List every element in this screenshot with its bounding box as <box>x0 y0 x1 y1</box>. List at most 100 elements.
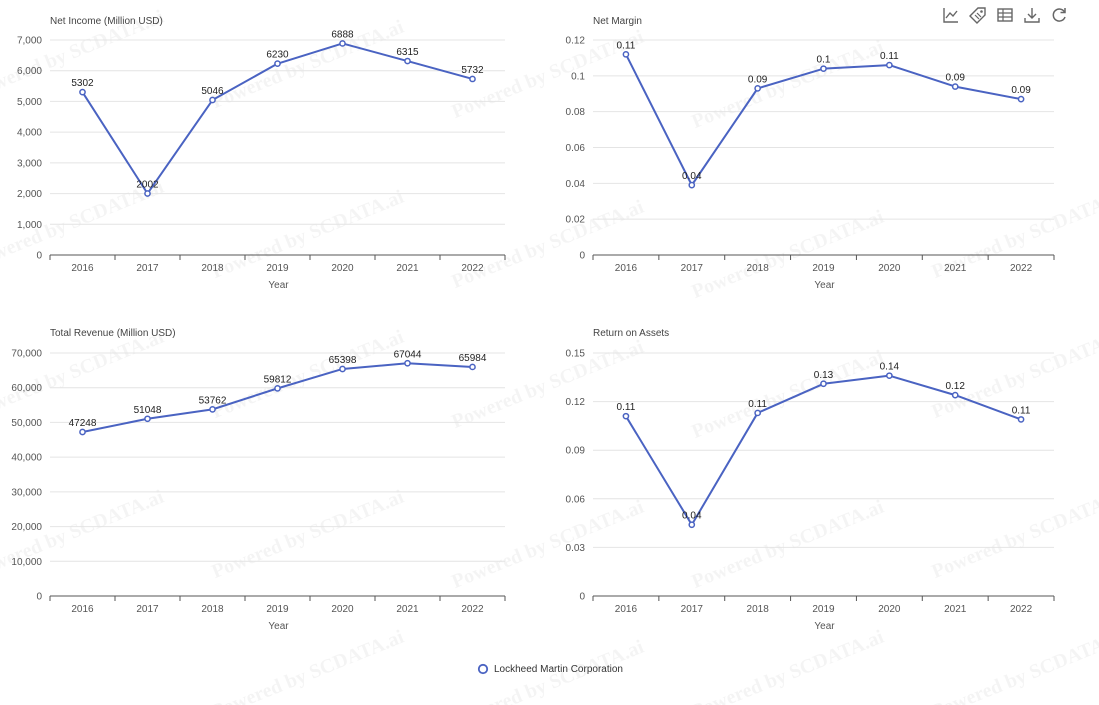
watermark-text: Powered by SCDATA.ai <box>689 36 888 133</box>
y-tick-label: 4,000 <box>17 128 42 139</box>
data-point[interactable] <box>274 60 281 68</box>
data-label: 0.11 <box>880 51 899 62</box>
watermark-text: Powered by SCDATA.ai <box>689 346 888 443</box>
y-tick-label: 5,000 <box>17 97 42 108</box>
x-tick-label: 2021 <box>396 263 419 274</box>
line-chart-icon[interactable] <box>941 5 961 25</box>
chart-panel-2: Net Margin 0 0.02 0.04 0.06 0.08 0.1 0.12 2016 20… <box>566 16 1055 291</box>
x-tick-label: 2017 <box>681 263 704 274</box>
data-point[interactable] <box>622 412 630 420</box>
x-tick-label: 2020 <box>878 604 901 615</box>
data-point[interactable] <box>339 40 346 47</box>
watermark-text: Powered by SCDATA.ai <box>689 206 888 303</box>
y-tick-label: 6,000 <box>17 66 42 77</box>
x-tick-label: 2017 <box>136 604 159 615</box>
y-tick-label: 10,000 <box>11 557 42 568</box>
x-tick-label: 2018 <box>201 263 224 274</box>
data-point[interactable] <box>886 61 893 69</box>
x-tick-label: 2019 <box>812 263 835 274</box>
x-tick-label: 2020 <box>331 263 354 274</box>
refresh-icon[interactable] <box>1049 5 1069 25</box>
x-tick-label: 2022 <box>1010 604 1033 615</box>
x-tick-label: 2018 <box>201 604 224 615</box>
data-point[interactable] <box>886 372 893 380</box>
chart-title: Return on Assets <box>593 328 669 339</box>
data-label: 53762 <box>199 395 227 406</box>
y-tick-label: 0.09 <box>566 446 586 457</box>
y-tick-label: 7,000 <box>17 36 42 47</box>
x-tick-label: 2019 <box>266 604 289 615</box>
data-point[interactable] <box>404 57 411 65</box>
watermark-text: Powered by SCDATA.ai <box>209 626 408 705</box>
data-point[interactable] <box>79 88 86 96</box>
data-point[interactable] <box>688 521 696 529</box>
y-tick-label: 0.03 <box>566 543 586 554</box>
legend-marker <box>477 663 489 675</box>
watermark-text: Powered by SCDATA.ai <box>929 486 1099 583</box>
y-tick-label: 50,000 <box>11 418 42 429</box>
x-tick-label: 2016 <box>71 263 94 274</box>
data-point[interactable] <box>404 359 411 367</box>
x-tick-label: 2021 <box>396 604 419 615</box>
x-tick-label: 2022 <box>461 604 484 615</box>
chart-panel-4: Return on Assets 0 0.03 0.06 0.09 0.12 0.15 201… <box>566 328 1055 632</box>
y-tick-label: 0.1 <box>571 71 585 82</box>
data-point[interactable] <box>820 65 827 73</box>
data-point[interactable] <box>469 363 476 371</box>
x-tick-label: 2022 <box>1010 263 1033 274</box>
data-point[interactable] <box>209 96 216 104</box>
watermark-text: Powered by SCDATA.ai <box>929 626 1099 705</box>
x-tick-label: 2018 <box>747 263 770 274</box>
data-point[interactable] <box>144 190 151 197</box>
data-point[interactable] <box>1017 95 1025 103</box>
data-point[interactable] <box>622 50 630 58</box>
data-point[interactable] <box>339 365 346 373</box>
data-label: 0.09 <box>1011 85 1031 96</box>
data-point[interactable] <box>820 380 827 388</box>
watermark-text: Powered by SCDATA.ai <box>209 186 408 283</box>
x-tick-label: 2017 <box>681 604 704 615</box>
data-label: 65984 <box>459 353 487 364</box>
x-tick-label: 2017 <box>136 263 159 274</box>
x-tick-label: 2016 <box>71 604 94 615</box>
data-point[interactable] <box>754 409 761 417</box>
download-icon[interactable] <box>1022 5 1042 25</box>
data-point[interactable] <box>79 428 86 436</box>
data-point[interactable] <box>754 85 761 92</box>
y-tick-label: 0.15 <box>566 349 586 360</box>
data-label: 0.13 <box>814 370 834 381</box>
legend-item[interactable]: Lockheed Martin Corporation <box>477 663 623 675</box>
y-tick-label: 0 <box>36 251 42 262</box>
tag-icon[interactable] <box>968 5 988 25</box>
x-tick-label: 2016 <box>615 263 638 274</box>
y-tick-label: 0 <box>36 592 42 603</box>
data-point[interactable] <box>469 75 476 83</box>
x-axis-title: Year <box>814 621 835 632</box>
data-point[interactable] <box>951 391 959 399</box>
y-tick-label: 0.08 <box>566 107 586 118</box>
data-label: 5046 <box>201 86 224 97</box>
data-label: 0.1 <box>817 55 831 66</box>
data-label: 0.14 <box>880 362 900 373</box>
chart-panel-1: Net Income (Million USD) 0 1,000 2,000 3,000… <box>17 16 506 291</box>
data-point[interactable] <box>1017 416 1025 423</box>
y-tick-label: 30,000 <box>11 487 42 498</box>
y-tick-label: 0 <box>579 592 585 603</box>
data-point[interactable] <box>144 415 151 423</box>
data-label: 67044 <box>394 349 422 360</box>
data-label: 0.11 <box>617 40 636 51</box>
data-label: 0.12 <box>945 381 965 392</box>
data-point[interactable] <box>688 181 696 189</box>
y-tick-label: 0.06 <box>566 143 586 154</box>
data-view-icon[interactable] <box>995 5 1015 25</box>
data-point[interactable] <box>274 385 281 392</box>
data-label: 0.09 <box>945 73 965 84</box>
x-tick-label: 2019 <box>812 604 835 615</box>
x-axis-title: Year <box>268 280 289 291</box>
chart-title: Total Revenue (Million USD) <box>50 328 176 339</box>
data-point[interactable] <box>209 406 216 413</box>
data-point[interactable] <box>951 83 959 90</box>
watermark-text: Powered by SCDATA.ai <box>209 16 408 113</box>
x-tick-label: 2022 <box>461 263 484 274</box>
